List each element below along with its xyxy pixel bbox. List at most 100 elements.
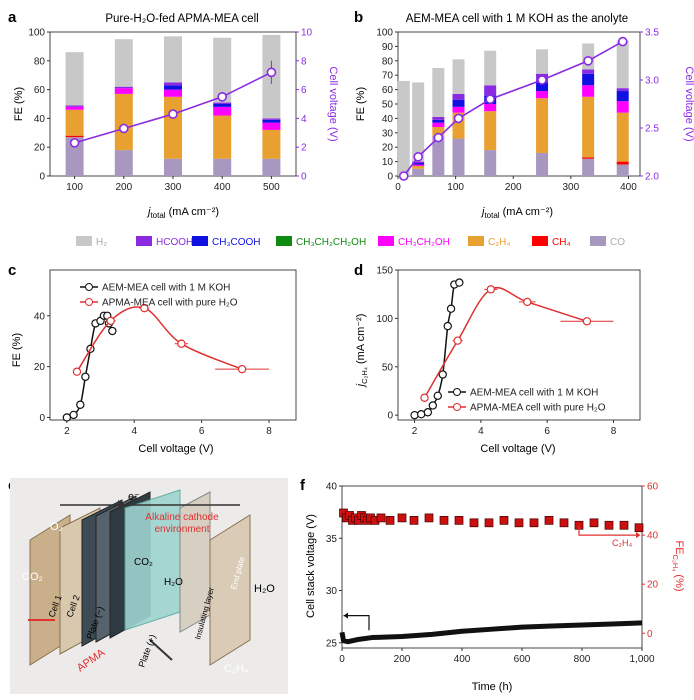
panel-d-legend-marker-1 — [453, 388, 461, 396]
panel-a-bar-hcooh — [65, 105, 84, 107]
panel-f-fe-point — [397, 513, 407, 523]
panel-f-fe-axis-arrow — [578, 525, 638, 536]
legend-swatch-ch3ch2ch2oh — [276, 236, 292, 246]
label-co2-membrane: CO₂ — [134, 557, 153, 568]
label-alkaline-cathode: Alkaline cathode — [145, 512, 219, 523]
panel-a-bar-hcooh — [114, 86, 133, 89]
panel-b-ytick-label: 30 — [382, 128, 394, 139]
panel-f-fe-arrowhead — [636, 532, 641, 539]
panel-a-voltage-point — [69, 138, 80, 148]
panel-b-ytick-label: 70 — [382, 71, 394, 82]
legend: H₂ HCOOH CH₃COOH CH₃CH₂CH₂OH CH₃CH₂OH C₂H₄ CH₄… — [76, 236, 625, 248]
panel-d-ytick-label: 150 — [376, 266, 393, 277]
label-o2: O₂ — [50, 521, 63, 533]
panel-d-series-2-point — [420, 393, 429, 402]
panel-a-voltage-point — [119, 123, 129, 134]
panel-f-fe-point — [409, 516, 419, 525]
panel-a-y2tick-label: 8 — [301, 56, 307, 67]
panel-f-fe-point — [529, 518, 539, 528]
panel-b-voltage-point — [485, 94, 495, 104]
panel-b-bar-ch3ch2oh — [452, 106, 465, 113]
panel-b-bar-co — [452, 138, 465, 176]
panel-b-bar-c2h4 — [582, 96, 595, 158]
panel-d-xtick-label: 6 — [544, 426, 550, 437]
panel-c-xtick-label: 6 — [199, 426, 205, 437]
panel-a-xtick-label: 300 — [165, 182, 182, 193]
label-electron: e⁻ — [128, 491, 140, 503]
panel-a-ytick-label: 40 — [34, 114, 46, 125]
panel-d-series-2-point — [582, 317, 592, 326]
panel-a-y2tick-label: 2 — [301, 143, 307, 154]
legend-label-h2: H₂ — [96, 237, 107, 248]
panel-a-y2label: Cell voltage (V) — [327, 66, 339, 141]
panel-a-bar-ch3ch2oh — [262, 122, 281, 130]
electron-arrow — [118, 500, 126, 510]
panel-d-xlabel: Cell voltage (V) — [480, 443, 555, 455]
panel-a-bar-h2 — [65, 52, 84, 106]
panel-c-plot-frame — [49, 269, 297, 421]
panel-a-bar-c2h4 — [213, 115, 232, 159]
panel-f-xtick-label: 200 — [394, 654, 411, 665]
panel-f-xlabel: Time (h) — [472, 681, 513, 693]
panel-d-series-1-point — [433, 391, 442, 401]
panel-b-voltage-point — [398, 171, 409, 181]
panel-b-bar-c2h4 — [536, 98, 549, 153]
panel-b-ytick-label: 10 — [382, 157, 394, 168]
panel-c-xtick-label: 2 — [64, 426, 70, 437]
panel-a-xtick-label: 400 — [214, 182, 231, 193]
panel-f-xtick-label: 800 — [574, 654, 591, 665]
panel-a-y2tick-label: 4 — [301, 114, 307, 125]
panel-f-y2tick-label: 0 — [647, 629, 653, 640]
panel-b-bar-co — [582, 158, 595, 176]
panel-f-fe-point — [544, 516, 554, 525]
panel-f-fe-point — [385, 516, 395, 525]
panel-a-bar-hcooh — [164, 82, 182, 86]
panel-c-series-2-point — [140, 303, 149, 313]
panel-f-fe-point — [589, 518, 599, 528]
panel-c-series-1-point — [81, 372, 90, 381]
panel-f-fe-point — [604, 520, 614, 530]
panel-d-ytick-label: 0 — [387, 411, 393, 422]
panel-c-xtick-label: 8 — [266, 426, 272, 437]
panel-a-voltage-point — [266, 67, 277, 78]
panel-letter-b: b — [354, 9, 363, 26]
panel-d-series-1-point — [428, 401, 438, 410]
panel-f-ytick-label: 35 — [326, 534, 338, 545]
panel-c-chart: 2 4 6 8 0 20 40 AEM-MEA cell with 1 M KOH APMA-M… — [34, 269, 297, 437]
panel-c-series-2-point — [177, 339, 186, 348]
panel-b-bar-ch3ch2oh — [536, 91, 549, 99]
legend-label-ch3ch2ch2oh: CH₃CH₂CH₂OH — [296, 237, 366, 248]
panel-a-bar-hcooh — [262, 118, 281, 120]
panel-b-voltage-point — [583, 55, 593, 66]
panel-b-y2tick-label: 2.0 — [645, 172, 659, 183]
panel-f-ytick-label: 25 — [326, 638, 338, 649]
panel-d-ytick-label: 50 — [382, 362, 394, 373]
panel-a-chart: 0 20 40 60 80 100 0 2 4 6 8 10 100 200 300 400 500 — [28, 28, 312, 194]
panel-b-bar-c2h4 — [484, 111, 497, 151]
panel-b-bar-ch3cooh — [452, 99, 465, 107]
panel-d-ytick-label: 100 — [376, 314, 393, 325]
panel-b-ytick-label: 50 — [382, 100, 394, 111]
panel-f-ytick-label: 30 — [326, 586, 338, 597]
panel-f-xtick-label: 0 — [339, 654, 345, 665]
panel-b-xtick-label: 400 — [620, 182, 637, 193]
panel-f-fe-point — [469, 518, 479, 528]
panel-b-chart: 0 10 20 30 40 50 60 70 80 90 100 2.0 2.5 3.0 3.5 0 100 20… — [376, 28, 659, 194]
panel-letter-c: c — [8, 262, 16, 279]
c2h4-arrow — [149, 639, 173, 661]
panel-a-bar-co — [213, 158, 232, 176]
panel-a-bar-h2 — [114, 39, 133, 87]
panel-b-bar-ch4 — [582, 157, 595, 159]
panel-a-bar-ch3cooh — [262, 119, 281, 123]
panel-letter-f: f — [300, 477, 306, 494]
panel-c-series-1-line — [66, 314, 114, 419]
panel-a-ytick-label: 20 — [34, 143, 46, 154]
panel-c-series-2-point — [106, 316, 115, 326]
panel-a-xtick-label: 100 — [66, 182, 83, 193]
panel-b-bar-c2h4 — [412, 165, 425, 169]
panel-b-xtick-label: 300 — [563, 182, 580, 193]
panel-c-ytick-label: 0 — [39, 413, 45, 424]
panel-c-series-2-point — [237, 364, 247, 374]
panel-b-ytick-label: 80 — [382, 56, 394, 67]
